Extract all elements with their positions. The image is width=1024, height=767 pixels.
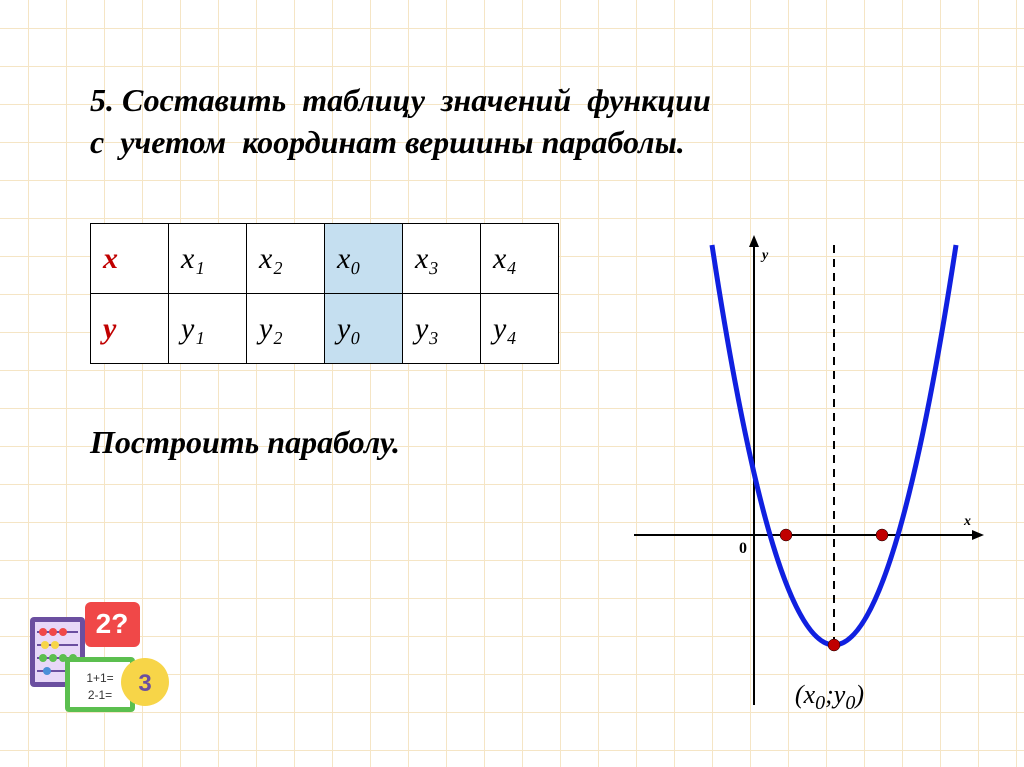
math-clipart-icon: 2? 1+1= 2-1= 3 — [25, 587, 175, 737]
yellow-badge-icon: 3 — [121, 658, 169, 706]
vertex-coordinates-label: (x0;y0) — [795, 680, 864, 715]
task-title: 5. Составить таблицу значений функции с … — [90, 80, 934, 163]
cell-text: x₁ — [181, 242, 205, 275]
values-table: x x₁ x₂ x₀ x₃ x₄ y y₁ y₂ y₀ y₃ y₄ — [90, 223, 559, 364]
cell-text: y₂ — [259, 312, 283, 345]
svg-text:3: 3 — [138, 670, 151, 697]
number-block-icon: 2? — [85, 602, 140, 647]
y-axis-arrow — [749, 235, 759, 247]
cell: y₄ — [481, 294, 559, 364]
x-axis-label: x — [963, 514, 971, 529]
cell-text: y₃ — [415, 312, 439, 345]
cell-text: y₄ — [493, 312, 517, 345]
cell-text: y₁ — [181, 312, 205, 345]
cell-highlight: x₀ — [325, 224, 403, 294]
title-line-1: 5. Составить таблицу значений функции — [90, 82, 711, 118]
cell-text: x₄ — [493, 242, 517, 275]
cell: y₁ — [169, 294, 247, 364]
y-axis-label: y — [760, 248, 769, 263]
svg-text:2?: 2? — [96, 608, 129, 639]
cell: y₃ — [403, 294, 481, 364]
table-row: y y₁ y₂ y₀ y₃ y₄ — [91, 294, 559, 364]
origin-label: 0 — [739, 540, 747, 557]
cell: x₁ — [169, 224, 247, 294]
root-point — [876, 529, 888, 541]
root-point — [780, 529, 792, 541]
cell: x₄ — [481, 224, 559, 294]
cell-highlight: y₀ — [325, 294, 403, 364]
row-header-y: y — [91, 294, 169, 364]
cell-text: x₀ — [337, 242, 361, 275]
title-line-2: с учетом координат вершины параболы. — [90, 124, 685, 160]
table-row: x x₁ x₂ x₀ x₃ x₄ — [91, 224, 559, 294]
vertex-point — [828, 639, 840, 651]
cell: y₂ — [247, 294, 325, 364]
row-header-x: x — [91, 224, 169, 294]
cell: x₂ — [247, 224, 325, 294]
x-axis-arrow — [972, 530, 984, 540]
svg-text:1+1=: 1+1= — [86, 671, 113, 685]
cell-text: y₀ — [337, 312, 361, 345]
cell: x₃ — [403, 224, 481, 294]
cell-text: x₃ — [415, 242, 439, 275]
cell-text: x₂ — [259, 242, 283, 275]
parabola-chart: y x 0 — [634, 235, 984, 715]
svg-text:2-1=: 2-1= — [88, 688, 112, 702]
